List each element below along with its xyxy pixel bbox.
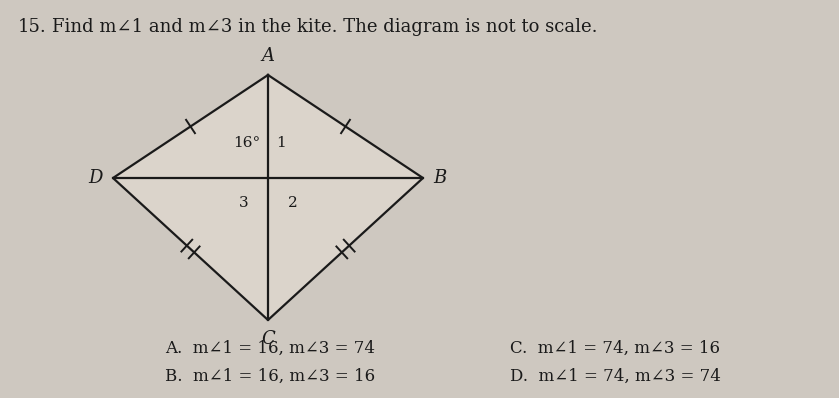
Text: 15.: 15. (18, 18, 47, 36)
Text: B: B (433, 169, 446, 187)
Text: B.  m∠1 = 16, m∠3 = 16: B. m∠1 = 16, m∠3 = 16 (165, 368, 375, 385)
Text: D.  m∠1 = 74, m∠3 = 74: D. m∠1 = 74, m∠3 = 74 (510, 368, 721, 385)
Text: Find m∠1 and m∠3 in the kite. The diagram is not to scale.: Find m∠1 and m∠3 in the kite. The diagra… (52, 18, 597, 36)
Text: C.  m∠1 = 74, m∠3 = 16: C. m∠1 = 74, m∠3 = 16 (510, 340, 720, 357)
Text: 3: 3 (238, 196, 248, 210)
Text: 16°: 16° (232, 136, 260, 150)
Text: C: C (261, 330, 275, 348)
Text: D: D (89, 169, 103, 187)
Text: 2: 2 (288, 196, 298, 210)
Text: 1: 1 (276, 136, 286, 150)
Text: A.  m∠1 = 16, m∠3 = 74: A. m∠1 = 16, m∠3 = 74 (165, 340, 375, 357)
Polygon shape (113, 75, 423, 320)
Text: A: A (262, 47, 274, 65)
